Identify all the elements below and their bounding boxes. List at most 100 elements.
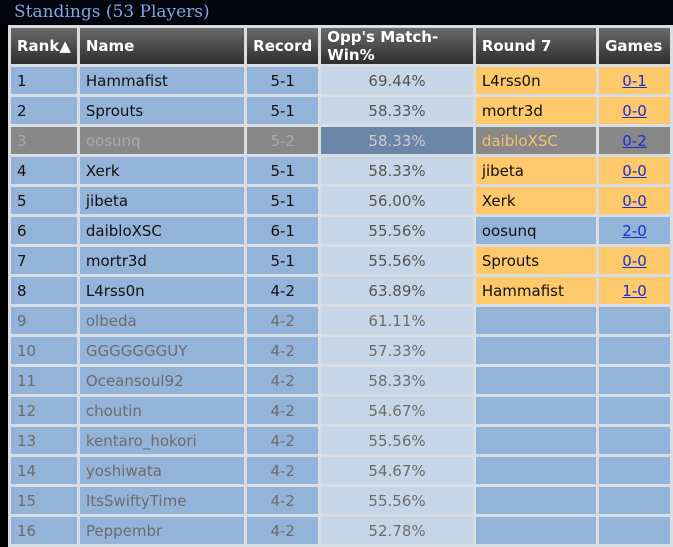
games-cell [599,457,670,484]
games-link[interactable]: 0-0 [622,161,647,180]
standing-row: 12 choutin 4-2 54.67% [11,397,670,424]
record-cell: 5-1 [247,157,319,184]
games-cell: 0-0 [599,187,670,214]
omw-cell: 55.56% [321,427,473,454]
record-cell: 6-1 [247,217,319,244]
record-cell: 5-1 [247,67,319,94]
standing-row: 16 Peppembr 4-2 52.78% [11,517,670,544]
column-header[interactable]: Opp's Match-Win% [321,28,473,64]
header-row: Rank▲ Name Record Opp's Match-Win% Round 7 Ga… [11,28,670,64]
column-header: Round 7 [475,28,597,64]
record-cell: 5-2 [247,127,319,154]
rank-cell: 10 [11,337,77,364]
games-cell: 2-0 [599,217,670,244]
record-cell: 4-2 [247,307,319,334]
games-link[interactable]: 0-2 [622,131,647,150]
name-cell: GGGGGGGUY [79,337,245,364]
column-header[interactable]: Rank▲ [11,28,77,64]
standing-row: 8 L4rss0n 4-2 63.89% Hammafist 1-0 [11,277,670,304]
column-header[interactable]: Name [79,28,245,64]
standing-row: 1 Hammafist 5-1 69.44% L4rss0n 0-1 [11,67,670,94]
standing-row: 15 ItsSwiftyTime 4-2 55.56% [11,487,670,514]
rank-cell: 12 [11,397,77,424]
omw-cell: 56.00% [321,187,473,214]
name-cell: olbeda [79,307,245,334]
record-cell: 4-2 [247,397,319,424]
games-cell [599,367,670,394]
record-cell: 4-2 [247,457,319,484]
name-cell: Xerk [79,157,245,184]
name-cell: Hammafist [79,67,245,94]
record-cell: 4-2 [247,517,319,544]
opponent-cell [475,427,597,454]
record-cell: 5-1 [247,187,319,214]
opponent-cell: daibloXSC [475,127,597,154]
games-link[interactable]: 1-0 [622,281,647,300]
games-cell: 0-0 [599,157,670,184]
omw-cell: 54.67% [321,457,473,484]
standing-row: 3 oosunq 5-2 58.33% daibloXSC 0-2 [11,127,670,154]
games-cell [599,427,670,454]
record-cell: 4-2 [247,277,319,304]
omw-cell: 54.67% [321,397,473,424]
rank-cell: 9 [11,307,77,334]
rank-cell: 1 [11,67,77,94]
rank-cell: 15 [11,487,77,514]
omw-cell: 69.44% [321,67,473,94]
rank-cell: 13 [11,427,77,454]
opponent-cell [475,307,597,334]
name-cell: Peppembr [79,517,245,544]
games-link[interactable]: 0-0 [622,191,647,210]
standing-row: 9 olbeda 4-2 61.11% [11,307,670,334]
standing-row: 4 Xerk 5-1 58.33% jibeta 0-0 [11,157,670,184]
opponent-cell: L4rss0n [475,67,597,94]
opponent-cell [475,457,597,484]
rank-cell: 8 [11,277,77,304]
omw-cell: 58.33% [321,157,473,184]
opponent-cell: oosunq [475,217,597,244]
rank-cell: 7 [11,247,77,274]
opponent-cell [475,487,597,514]
rank-cell: 14 [11,457,77,484]
standing-row: 14 yoshiwata 4-2 54.67% [11,457,670,484]
standing-row: 11 Oceansoul92 4-2 58.33% [11,367,670,394]
table-body: 1 Hammafist 5-1 69.44% L4rss0n 0-1 2 Sprouts 5-1… [11,67,670,544]
games-link[interactable]: 0-0 [622,251,647,270]
games-cell [599,397,670,424]
games-cell [599,307,670,334]
games-link[interactable]: 0-0 [622,101,647,120]
omw-cell: 61.11% [321,307,473,334]
name-cell: Oceansoul92 [79,367,245,394]
games-link[interactable]: 0-1 [622,71,647,90]
games-cell [599,517,670,544]
omw-cell: 63.89% [321,277,473,304]
omw-cell: 55.56% [321,217,473,244]
rank-cell: 4 [11,157,77,184]
rank-cell: 3 [11,127,77,154]
column-header[interactable]: Record [247,28,319,64]
standings-table: Rank▲ Name Record Opp's Match-Win% Round 7 Ga… [8,25,673,547]
omw-cell: 58.33% [321,97,473,124]
opponent-cell: jibeta [475,157,597,184]
opponent-cell: Sprouts [475,247,597,274]
omw-cell: 58.33% [321,127,473,154]
omw-cell: 55.56% [321,487,473,514]
record-cell: 4-2 [247,427,319,454]
games-link[interactable]: 2-0 [622,221,647,240]
standing-row: 2 Sprouts 5-1 58.33% mortr3d 0-0 [11,97,670,124]
name-cell: mortr3d [79,247,245,274]
name-cell: daibloXSC [79,217,245,244]
standing-row: 13 kentaro_hokori 4-2 55.56% [11,427,670,454]
standing-row: 10 GGGGGGGUY 4-2 57.33% [11,337,670,364]
games-cell [599,337,670,364]
rank-cell: 5 [11,187,77,214]
omw-cell: 58.33% [321,367,473,394]
omw-cell: 52.78% [321,517,473,544]
games-cell: 0-2 [599,127,670,154]
rank-cell: 16 [11,517,77,544]
opponent-cell [475,337,597,364]
games-cell: 0-1 [599,67,670,94]
opponent-cell [475,397,597,424]
name-cell: yoshiwata [79,457,245,484]
